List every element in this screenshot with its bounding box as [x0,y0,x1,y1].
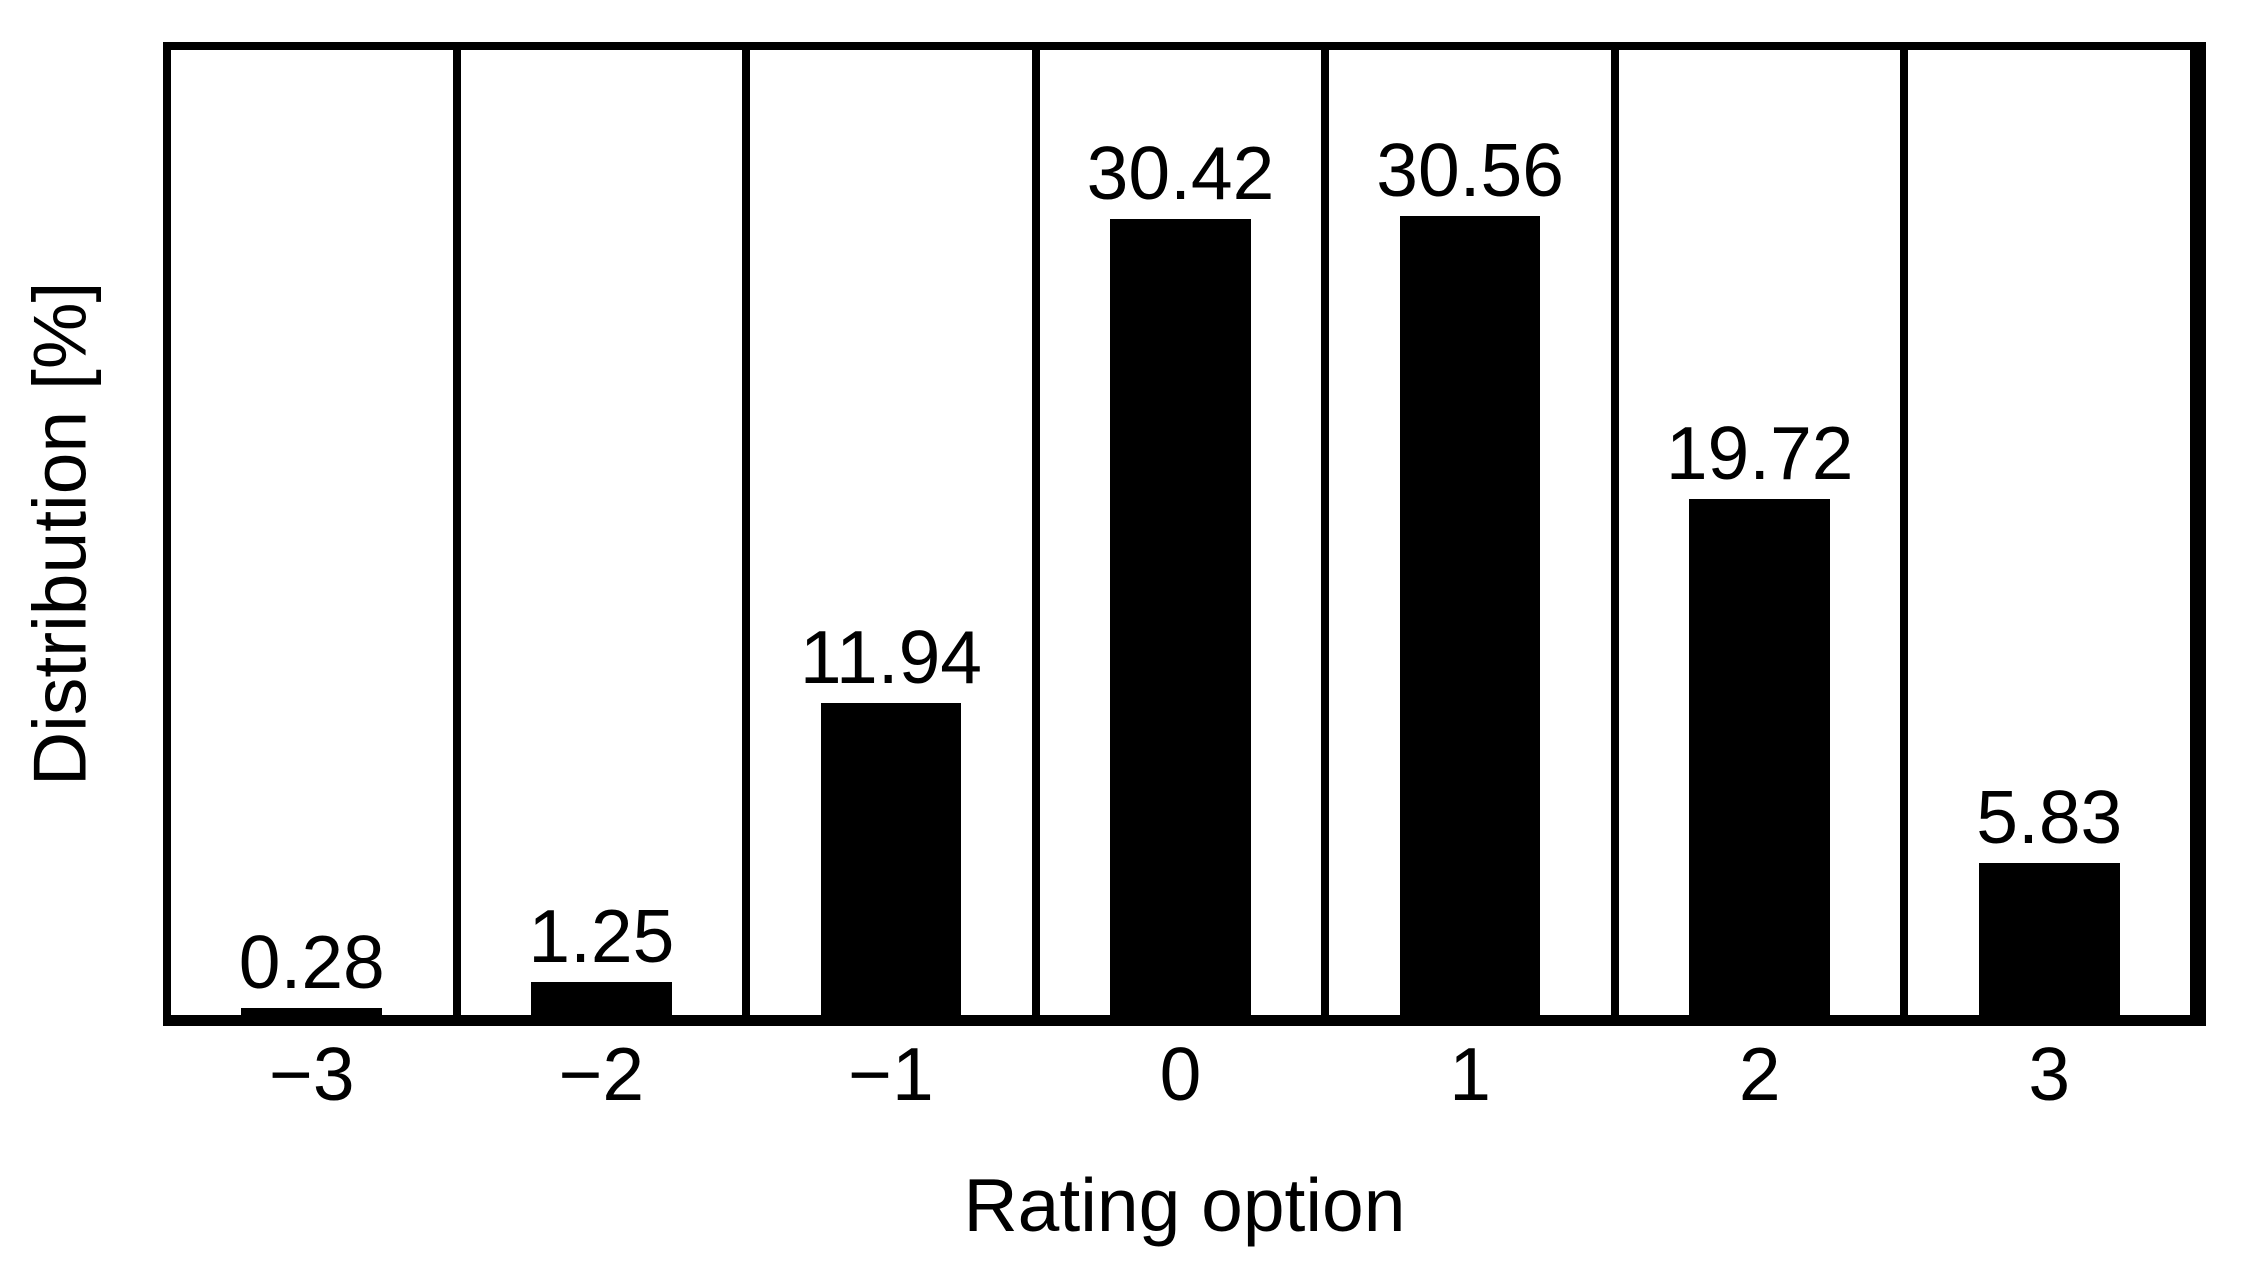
x-tick [2194,1015,2202,1024]
bar-value-label: 5.83 [1976,774,2123,859]
bar [241,1007,383,1015]
x-tick-label: 2 [1738,1032,1781,1116]
x-tick-label: −1 [848,1032,934,1116]
category-cell: 0.28 −3 [171,50,461,1112]
bar [1978,862,2120,1015]
x-tick [1325,1015,1334,1024]
category-cell: 1.25 −2 [461,50,751,1112]
bar [1399,215,1541,1015]
x-tick [1614,1015,1623,1024]
x-tick [456,1015,465,1024]
x-tick [1904,1015,1913,1024]
x-tick-label: 3 [2028,1032,2071,1116]
category-cell: 30.42 0 [1040,50,1330,1112]
x-tick [167,1015,175,1024]
bar-value-label: 1.25 [528,894,675,979]
category-cell: 11.94 −1 [750,50,1040,1112]
y-axis-label: Distribution [%] [17,281,102,787]
bar-value-label: 11.94 [799,614,982,699]
bar-value-label: 30.56 [1376,127,1564,212]
category-cell: 30.56 1 [1329,50,1619,1112]
x-axis-label: Rating option [963,1163,1406,1247]
x-tick-label: −2 [558,1032,645,1116]
bar [1110,219,1251,1015]
plot-area: 0.28 −3 1.25 −2 11.94 −1 30.42 0 30.56 1 19.72 2 5.8… [163,42,2206,1112]
bar-value-label: 0.28 [238,919,385,1004]
x-tick-label: 0 [1159,1032,1202,1116]
x-tick-label: 1 [1449,1032,1491,1116]
bar [820,702,962,1015]
category-cell: 19.72 2 [1619,50,1909,1112]
bar-value-label: 30.42 [1086,131,1275,216]
x-tick [746,1015,755,1024]
bar [1689,499,1831,1015]
bar [530,982,672,1015]
x-tick-label: −3 [269,1032,355,1116]
category-cell: 5.83 3 [1908,50,2199,1112]
bar-value-label: 19.72 [1665,411,1854,496]
x-tick [1035,1015,1044,1024]
